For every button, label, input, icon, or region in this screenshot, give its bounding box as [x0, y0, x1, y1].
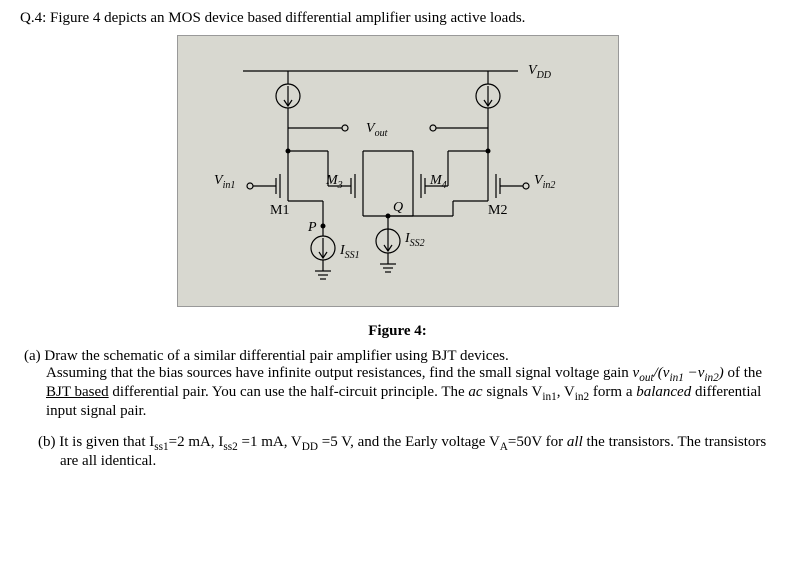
- svg-text:Q: Q: [393, 200, 403, 215]
- part-a-text5: signals V: [486, 384, 542, 400]
- svg-text:M3: M3: [325, 173, 343, 191]
- part-a-text2: Assuming that the bias sources have infi…: [46, 365, 633, 381]
- part-a-text6: , V: [557, 384, 575, 400]
- svg-text:ISS1: ISS1: [339, 243, 360, 261]
- part-a-text4: differential pair. You can use the half-…: [112, 384, 468, 400]
- part-a: (a) Draw the schematic of a similar diff…: [20, 348, 775, 420]
- balanced-word: balanced: [636, 384, 691, 400]
- svg-text:Vin1: Vin1: [214, 173, 235, 191]
- svg-text:M2: M2: [488, 203, 507, 218]
- part-b-text2: =2 mA, I: [169, 434, 224, 450]
- gain-vout: vout/(vin1 −vin2): [633, 365, 724, 381]
- bjt-based: BJT based: [46, 384, 109, 400]
- ac-word: ac: [468, 384, 482, 400]
- svg-text:Vout: Vout: [366, 121, 388, 139]
- svg-text:M4: M4: [429, 173, 447, 191]
- part-a-text3: of the: [728, 365, 763, 381]
- part-b-text3: =1 mA, V: [238, 434, 302, 450]
- svg-text:VDD: VDD: [528, 63, 552, 81]
- question-number: Q.4:: [20, 10, 46, 26]
- part-b-text4: =5 V, and the Early voltage V: [318, 434, 500, 450]
- part-a-text1: Draw the schematic of a similar differen…: [44, 348, 508, 364]
- svg-text:ISS2: ISS2: [404, 231, 425, 249]
- svg-text:Vin2: Vin2: [534, 173, 555, 191]
- svg-text:P: P: [307, 220, 317, 235]
- part-b-text5: =50V for: [508, 434, 567, 450]
- part-b-text1: It is given that I: [59, 434, 154, 450]
- part-b: (b) It is given that Iss1=2 mA, Iss2 =1 …: [20, 434, 775, 470]
- question-intro: Q.4: Figure 4 depicts an MOS device base…: [20, 10, 775, 27]
- part-a-text7: form a: [593, 384, 636, 400]
- question-intro-text: Figure 4 depicts an MOS device based dif…: [50, 10, 525, 26]
- figure-caption: Figure 4:: [20, 323, 775, 340]
- circuit-diagram: VDD Vout: [177, 35, 619, 307]
- part-a-label: (a): [24, 348, 41, 364]
- figure-container: VDD Vout: [20, 35, 775, 340]
- part-b-label: (b): [38, 434, 56, 450]
- all-word: all: [567, 434, 583, 450]
- circuit-svg: VDD Vout: [208, 56, 588, 286]
- svg-text:M1: M1: [270, 203, 289, 218]
